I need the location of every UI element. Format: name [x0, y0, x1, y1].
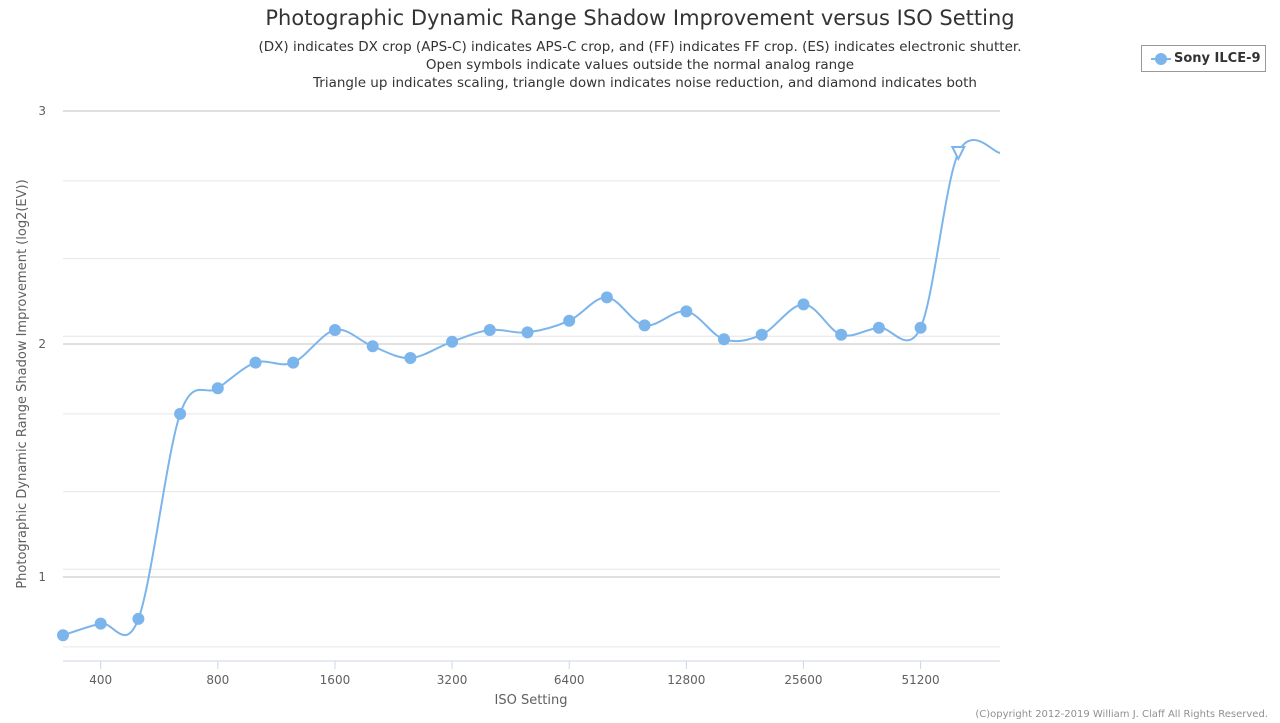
data-point [211, 382, 224, 395]
data-point [249, 356, 262, 369]
y-tick-label: 1 [38, 570, 46, 584]
data-point [638, 319, 651, 332]
data-point [404, 352, 417, 364]
y-tick-label: 2 [38, 337, 46, 351]
data-point [57, 629, 69, 642]
x-tick-label: 6400 [554, 673, 585, 687]
copyright-notice: (C)opyright 2012-2019 William J. Claff A… [975, 709, 1268, 720]
y-axis-title: Photographic Dynamic Range Shadow Improv… [15, 179, 30, 588]
data-point [718, 333, 730, 346]
data-point [483, 324, 496, 336]
x-tick-label: 800 [206, 673, 229, 687]
data-point [446, 335, 459, 348]
data-point [680, 305, 693, 318]
data-point [174, 407, 187, 420]
x-tick-label: 51200 [901, 673, 939, 687]
x-tick-label: 25600 [784, 673, 822, 687]
data-point [914, 321, 927, 334]
series-line [62, 138, 1001, 637]
data-point [755, 328, 768, 341]
axes [63, 660, 1000, 669]
chart-subtitle-line-1: (DX) indicates DX crop (APS-C) indicates… [258, 39, 1022, 55]
data-point [329, 324, 341, 336]
series-layer [57, 138, 1001, 642]
data-point [563, 314, 576, 327]
data-point [797, 298, 810, 311]
legend-symbol-icon [1151, 53, 1171, 65]
x-tick-label: 1600 [320, 673, 351, 687]
chart-subtitle-line-2: Open symbols indicate values outside the… [425, 57, 855, 73]
legend-item-sony-ilce-9[interactable]: Sony ILCE-9 [1141, 45, 1266, 72]
chart-subtitle-line-3: Triangle up indicates scaling, triangle … [313, 75, 977, 91]
tick-labels: 1 2 3 400 800 1600 3200 6400 12800 25600 51200 [38, 104, 939, 687]
grid-lines [63, 110, 1000, 648]
data-point-triangle-down [950, 145, 966, 162]
chart-title: Photographic Dynamic Range Shadow Improv… [265, 6, 1015, 30]
data-point [521, 326, 534, 339]
x-axis-title: ISO Setting [495, 693, 568, 708]
data-point [94, 617, 107, 630]
legend-label: Sony ILCE-9 [1174, 51, 1261, 66]
data-point [835, 328, 848, 341]
x-tick-label: 12800 [667, 673, 705, 687]
data-point [872, 321, 885, 334]
x-tick-label: 400 [89, 673, 112, 687]
data-point [600, 291, 613, 304]
x-tick-label: 3200 [437, 673, 468, 687]
data-point [366, 340, 379, 353]
y-tick-label: 3 [38, 104, 46, 118]
data-point [132, 612, 145, 625]
data-point [287, 356, 300, 369]
